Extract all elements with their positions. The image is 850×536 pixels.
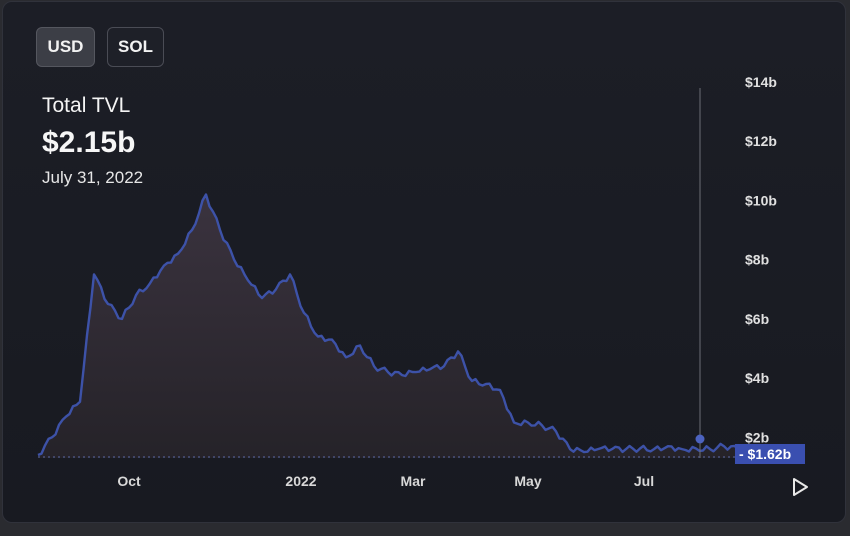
x-tick-label: May: [514, 473, 541, 489]
y-tick-label: $6b: [745, 311, 769, 327]
crosshair-marker: [695, 434, 705, 444]
x-tick-label: Jul: [634, 473, 654, 489]
usd-toggle-button[interactable]: USD: [36, 27, 95, 67]
y-tick-label: $10b: [745, 192, 777, 208]
price-tag: - $1.62b: [735, 444, 805, 464]
sol-toggle-button[interactable]: SOL: [107, 27, 164, 67]
tvl-area: [38, 194, 738, 458]
y-tick-label: $14b: [745, 74, 777, 90]
tvl-chart-card: USD SOL Total TVL $2.15b July 31, 2022 $…: [2, 1, 846, 523]
y-tick-label: $2b: [745, 429, 769, 445]
y-tick-label: $4b: [745, 370, 769, 386]
metric-value: $2.15b: [42, 126, 136, 159]
x-tick-label: Oct: [117, 473, 141, 489]
y-tick-label: $12b: [745, 133, 777, 149]
metric-title: Total TVL: [42, 94, 131, 117]
metric-date: July 31, 2022: [42, 168, 144, 187]
price-tag-label: - $1.62b: [739, 446, 791, 462]
tvl-area-chart[interactable]: $2b $4b $6b $8b $10b $12b $14b Oct 2022 Mar May Ju…: [3, 2, 845, 522]
play-icon[interactable]: [791, 476, 811, 498]
x-tick-label: Mar: [401, 473, 426, 489]
y-axis: $2b $4b $6b $8b $10b $12b $14b: [745, 74, 777, 445]
x-axis: Oct 2022 Mar May Jul: [117, 473, 654, 489]
y-tick-label: $8b: [745, 252, 769, 268]
x-tick-label: 2022: [285, 473, 316, 489]
tvl-series-line: [37, 193, 739, 457]
